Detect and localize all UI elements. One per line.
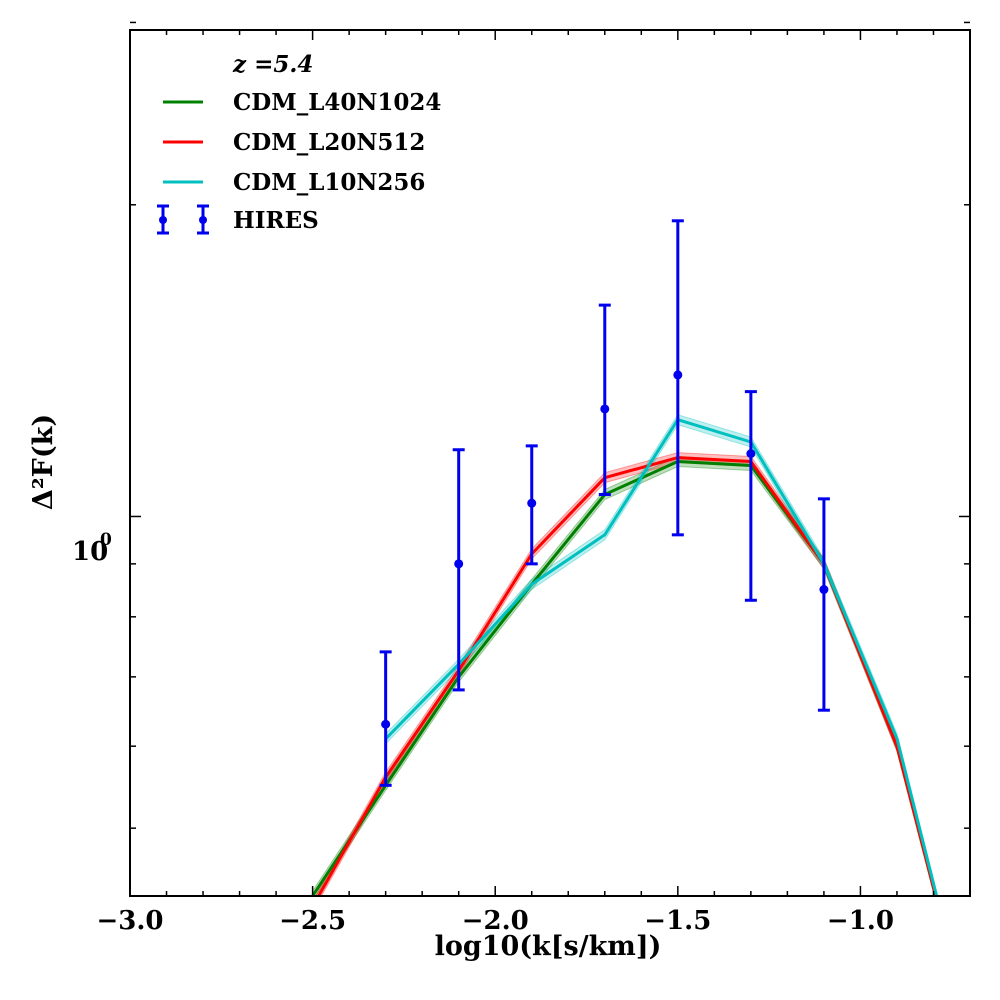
band-cdm-l10n256 (385, 414, 939, 896)
hires-point (817, 497, 830, 712)
x-tick-label: −2.0 (462, 906, 529, 936)
x-axis-label: log10(k[s/km]) (435, 931, 662, 962)
legend-label-cdm-l20n512: CDM_L20N512 (233, 129, 425, 156)
svg-text:10: 10 (72, 537, 108, 567)
legend-label-hires: HIRES (233, 207, 319, 234)
hires-point (525, 444, 538, 566)
hires-point (744, 390, 757, 602)
svg-text:0: 0 (100, 530, 112, 550)
plot-area (130, 30, 970, 896)
x-tick-label: −2.5 (279, 906, 346, 936)
legend-label-cdm-l40n1024: CDM_L40N1024 (233, 89, 441, 116)
hires-point (598, 303, 611, 497)
x-tick-label: −1.5 (644, 906, 711, 936)
band-cdm-l40n1024 (312, 455, 938, 896)
legend-title: z =5.4 (232, 51, 313, 78)
x-tick-label: −1.0 (827, 906, 894, 936)
hires-point (379, 650, 392, 787)
y-axis-label: Δ²F(k) (28, 414, 59, 510)
hires-point (671, 219, 684, 537)
y-tick-label-1: 10 0 (72, 530, 112, 567)
hires-point (452, 448, 465, 692)
legend: z =5.4 CDM_L40N1024 CDM_L20N512 CDM_L10N… (157, 51, 441, 235)
plot-frame (129, 29, 971, 897)
legend-label-cdm-l10n256: CDM_L10N256 (233, 169, 425, 196)
x-tick-label: −3.0 (96, 906, 163, 936)
legend-swatch-hires (157, 204, 209, 235)
